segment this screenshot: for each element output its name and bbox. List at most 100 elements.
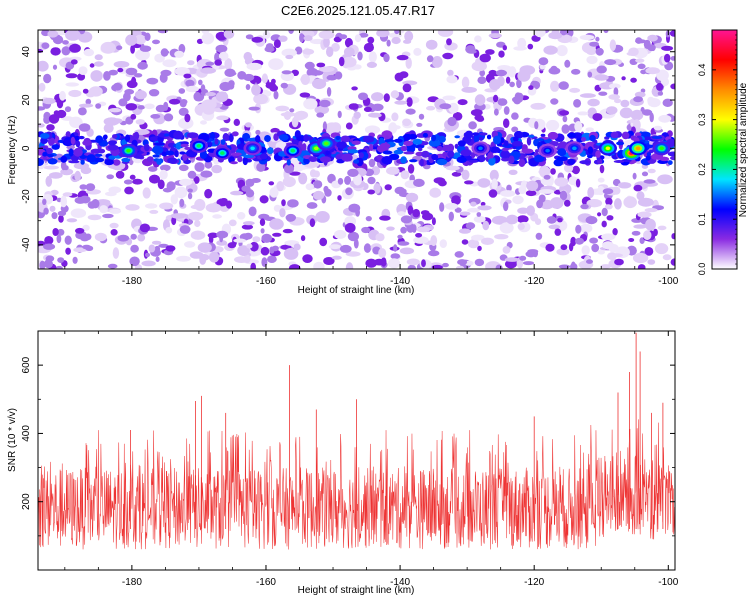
heatmap-cell — [103, 123, 114, 133]
band-cell — [341, 153, 353, 162]
heatmap-cell — [249, 241, 259, 252]
heatmap-cell — [363, 106, 372, 112]
heatmap-cell — [165, 245, 176, 252]
band-cell — [95, 135, 104, 144]
band-cell — [512, 136, 519, 142]
band-cell — [353, 159, 360, 164]
heatmap-cell — [261, 257, 268, 267]
band-cell — [400, 156, 407, 164]
heatmap-cell — [467, 239, 480, 249]
band-cell — [46, 147, 53, 155]
band-cell — [214, 138, 219, 145]
heatmap-cell — [260, 228, 265, 234]
heatmap-cell — [322, 121, 327, 132]
heatmap-cell — [62, 192, 73, 197]
heatmap-cell — [353, 111, 361, 120]
heatmap-cell — [115, 170, 125, 179]
heatmap-cell — [591, 243, 600, 253]
heatmap-cell — [82, 244, 92, 250]
heatmap-hotspot — [605, 146, 611, 151]
band-cell — [412, 138, 423, 145]
y-tick-label: -20 — [21, 189, 32, 204]
heatmap-cell — [158, 243, 169, 248]
heatmap-cell — [85, 183, 96, 192]
heatmap-cell — [183, 73, 192, 79]
heatmap-cell — [134, 73, 143, 78]
heatmap-cell — [300, 235, 306, 242]
band-cell — [540, 133, 546, 137]
heatmap-cell — [214, 59, 222, 66]
band-cell — [231, 152, 242, 156]
heatmap-cell — [326, 87, 332, 97]
heatmap-cell — [365, 216, 372, 222]
band-cell — [418, 147, 423, 152]
heatmap-cell — [117, 234, 130, 242]
band-cell — [362, 135, 375, 143]
heatmap-cell — [147, 166, 158, 172]
heatmap-cell — [345, 251, 361, 257]
heatmap-cell — [259, 218, 266, 226]
heatmap-cell — [597, 212, 602, 217]
heatmap-cell — [465, 45, 476, 54]
band-cell — [93, 157, 105, 163]
heatmap-cell — [470, 109, 483, 117]
band-cell — [567, 158, 576, 165]
heatmap-cell — [519, 255, 527, 261]
heatmap-cell — [52, 228, 59, 236]
band-cell — [621, 131, 630, 140]
heatmap-cell — [174, 67, 190, 76]
heatmap-cell — [74, 170, 81, 182]
heatmap-cell — [357, 51, 363, 61]
heatmap-cell — [112, 82, 123, 91]
band-cell — [161, 151, 166, 156]
heatmap-cell — [135, 119, 145, 125]
heatmap-cell — [371, 92, 384, 102]
heatmap-cell — [604, 204, 612, 210]
heatmap-cell — [504, 257, 520, 262]
heatmap-cell — [379, 215, 391, 221]
heatmap-cell — [488, 33, 502, 39]
y-tick-label: -40 — [21, 237, 32, 252]
heatmap-cell — [345, 187, 353, 196]
heatmap-cell — [575, 237, 584, 245]
heatmap-cell — [188, 211, 204, 221]
band-cell — [286, 159, 291, 166]
heatmap-cell — [43, 165, 59, 170]
band-cell — [457, 140, 466, 147]
heatmap-cell — [461, 169, 470, 180]
heatmap-cell — [426, 105, 436, 111]
heatmap-cell — [595, 47, 604, 56]
heatmap-cell — [535, 232, 543, 240]
band-cell — [460, 149, 472, 157]
heatmap-cell — [208, 234, 214, 244]
band-cell — [501, 147, 509, 152]
band-cell — [68, 148, 74, 157]
heatmap-cell — [353, 173, 362, 186]
heatmap-cell — [520, 180, 528, 189]
heatmap-cell — [271, 78, 276, 84]
heatmap-hotspot — [196, 144, 202, 148]
heatmap-cell — [200, 84, 206, 92]
heatmap-cell — [242, 221, 255, 226]
heatmap-cell — [261, 233, 273, 243]
heatmap-cell — [241, 224, 254, 230]
heatmap-cell — [543, 174, 551, 180]
band-cell — [308, 156, 318, 163]
heatmap-hotspot — [545, 148, 550, 153]
heatmap-cell — [306, 202, 318, 209]
heatmap-cell — [572, 165, 580, 175]
heatmap-cell — [58, 215, 64, 223]
y-tick-label: 40 — [21, 46, 32, 58]
band-cell — [589, 134, 596, 142]
heatmap-cell — [216, 230, 229, 239]
heatmap-cell — [315, 211, 330, 223]
heatmap-cell — [281, 48, 297, 57]
heatmap-cell — [404, 30, 414, 42]
heatmap-cell — [363, 42, 374, 53]
heatmap-cell — [283, 111, 292, 120]
heatmap-cell — [109, 222, 119, 229]
heatmap-cell — [216, 198, 229, 207]
band-cell — [595, 150, 601, 158]
heatmap-cell — [477, 245, 482, 252]
